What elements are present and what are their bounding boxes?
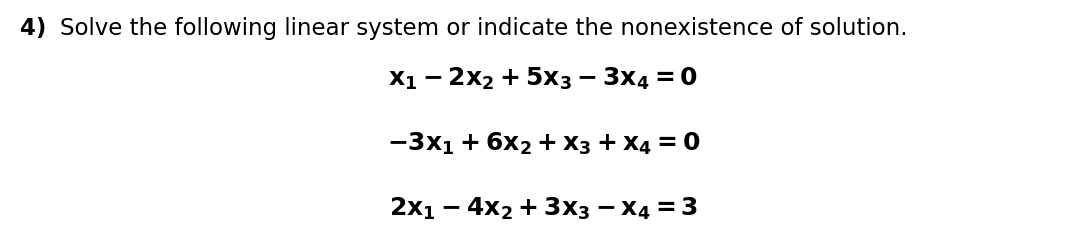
Text: $\mathbf{-3x_1 + 6x_2 + x_3 + x_4 = 0}$: $\mathbf{-3x_1 + 6x_2 + x_3 + x_4 = 0}$ [387, 131, 700, 157]
Text: Solve the following linear system or indicate the nonexistence of solution.: Solve the following linear system or ind… [60, 17, 908, 40]
Text: 4): 4) [20, 17, 46, 40]
Text: $\mathbf{2x_1 - 4x_2 + 3x_3 - x_4 = 3}$: $\mathbf{2x_1 - 4x_2 + 3x_3 - x_4 = 3}$ [389, 196, 698, 222]
Text: $\mathbf{x_1 - 2x_2 + 5x_3 - 3x_4 = 0}$: $\mathbf{x_1 - 2x_2 + 5x_3 - 3x_4 = 0}$ [388, 66, 699, 92]
